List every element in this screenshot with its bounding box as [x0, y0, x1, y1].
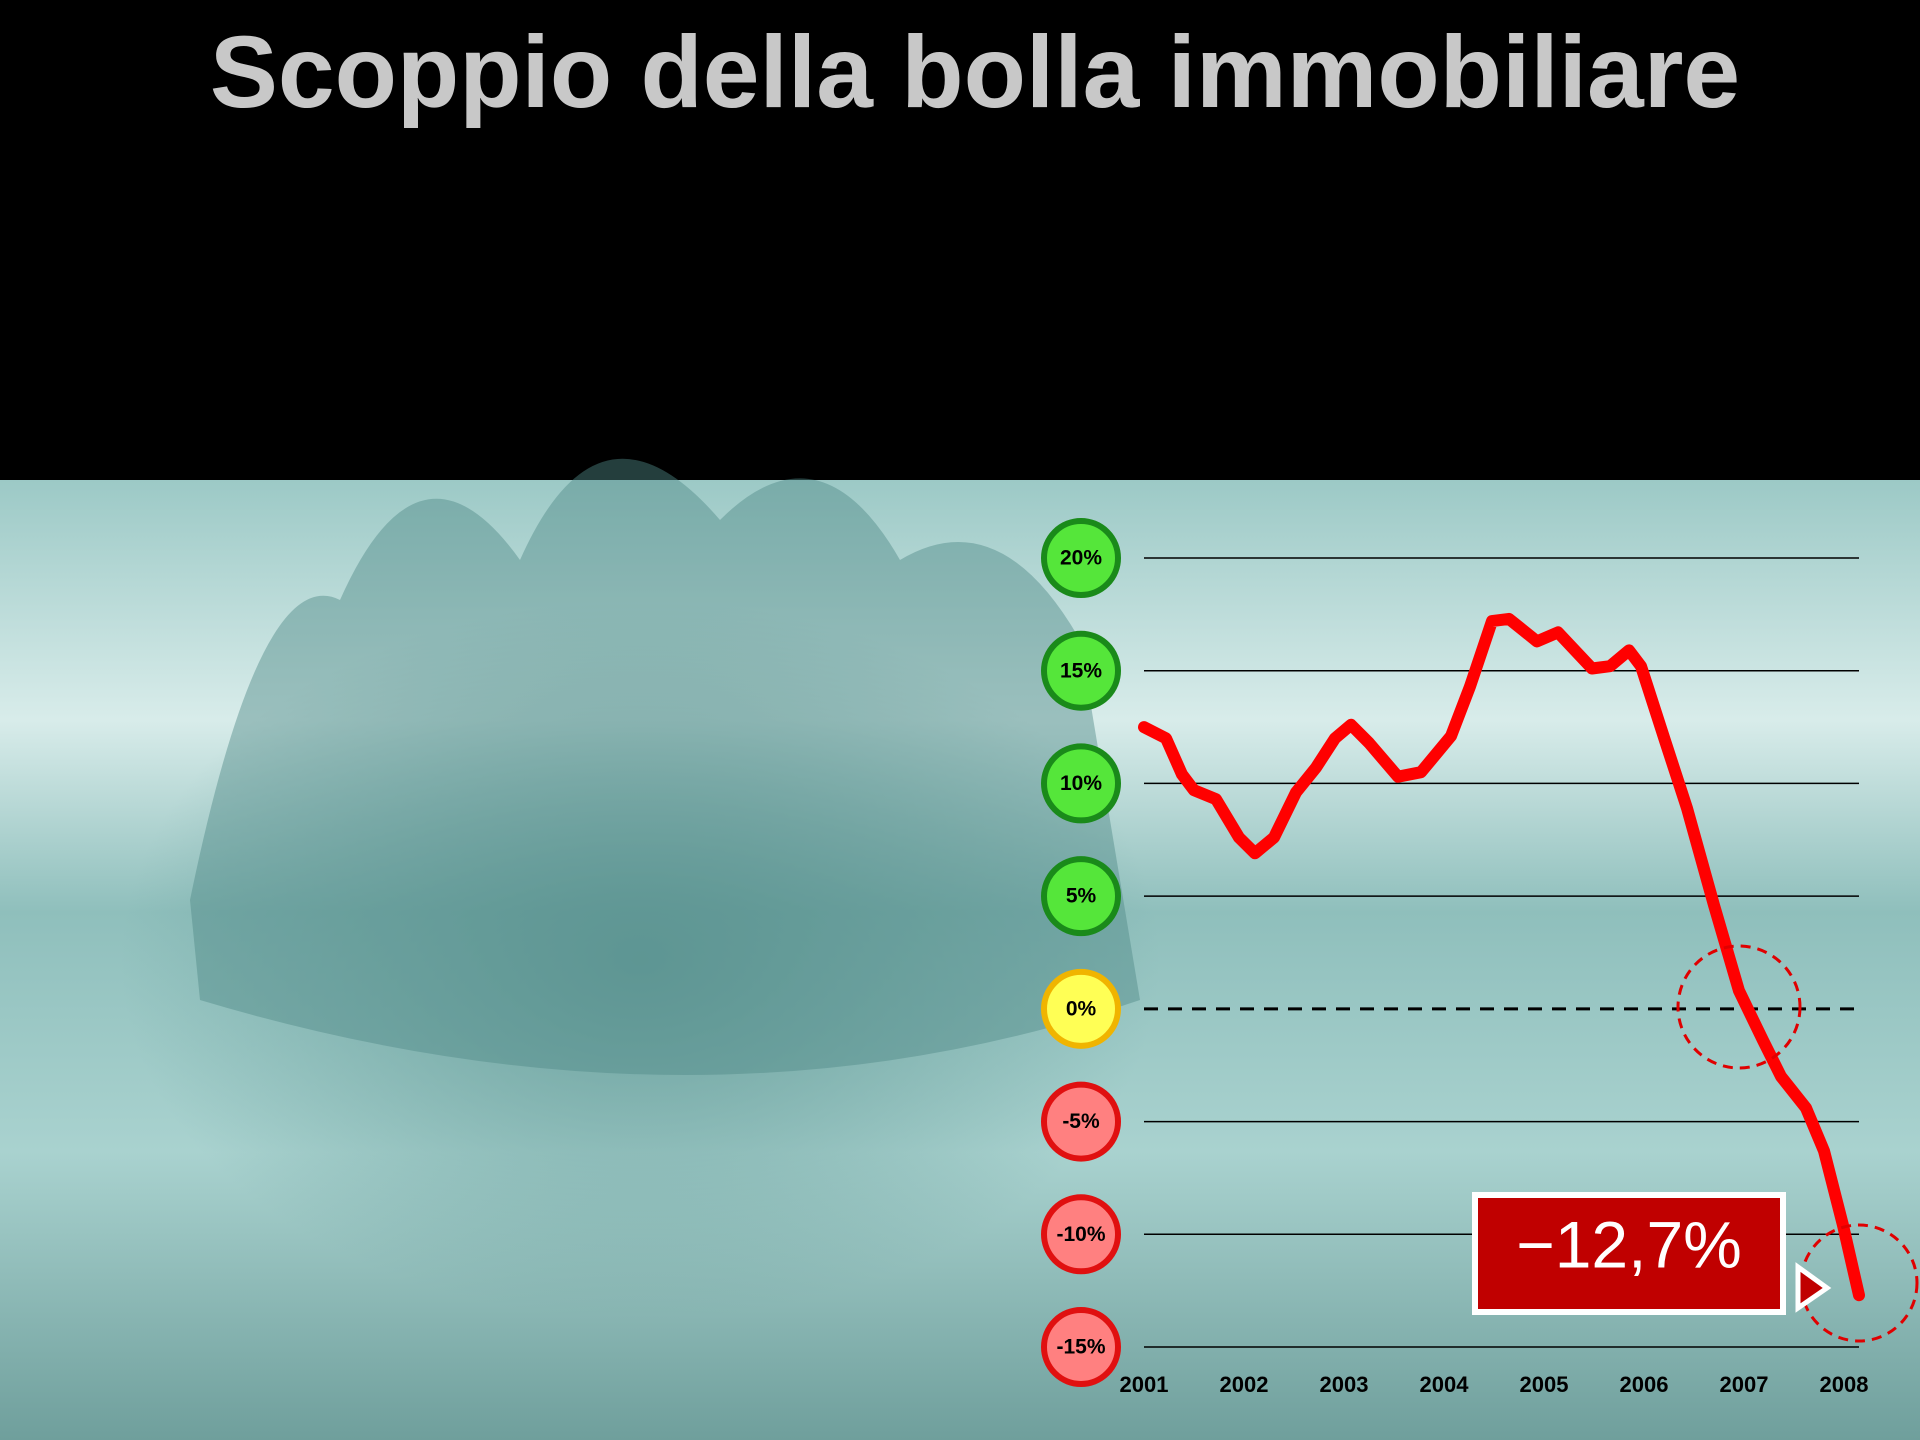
splash — [120, 600, 1160, 1320]
highlight-circle — [1676, 944, 1802, 1070]
y-tick-label: 15% — [1060, 659, 1102, 682]
background-sky — [0, 0, 1920, 500]
y-tick-badge — [1041, 518, 1121, 598]
y-tick-badge — [1041, 968, 1121, 1049]
y-tick-badge — [1041, 1081, 1121, 1162]
x-tick-label: 2005 — [1520, 1372, 1569, 1397]
y-tick-badge — [1041, 856, 1121, 937]
y-tick-badge — [1041, 630, 1121, 711]
x-tick-label: 2002 — [1220, 1372, 1269, 1397]
highlight-circle — [1799, 1223, 1919, 1343]
y-tick-badge — [1041, 1194, 1121, 1275]
splash-crown — [190, 458, 1140, 1075]
x-tick-label: 2007 — [1720, 1372, 1769, 1397]
y-tick-badge — [1041, 743, 1121, 824]
y-tick-label: -15% — [1056, 1336, 1105, 1359]
y-tick-label: 10% — [1060, 772, 1102, 795]
y-tick-label: 0% — [1066, 997, 1097, 1020]
x-tick-label: 2001 — [1120, 1372, 1169, 1397]
annotation-box — [1472, 1192, 1786, 1315]
y-tick-badge — [1041, 1307, 1121, 1387]
y-tick-label: -5% — [1062, 1110, 1100, 1133]
annotation: −12,7% — [1516, 1207, 1742, 1281]
x-tick-label: 2006 — [1620, 1372, 1669, 1397]
y-tick-label: 5% — [1066, 885, 1097, 908]
data-line — [1138, 612, 1865, 1302]
y-tick-label: -10% — [1056, 1223, 1105, 1246]
y-tick-label: 20% — [1060, 547, 1102, 570]
chart-title: Scoppio della bolla immobiliare — [210, 15, 1740, 129]
x-tick-label: 2003 — [1320, 1372, 1369, 1397]
x-tick-label: 2004 — [1420, 1372, 1470, 1397]
x-tick-label: 2008 — [1820, 1372, 1869, 1397]
annotation-arrow — [1795, 1262, 1832, 1313]
